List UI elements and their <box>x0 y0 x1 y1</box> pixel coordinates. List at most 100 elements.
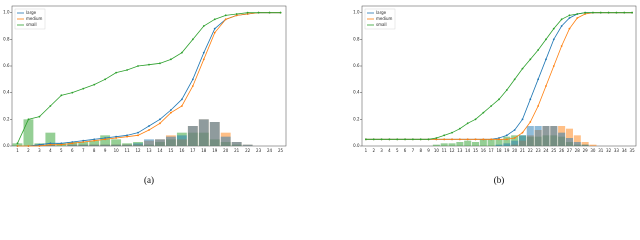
line <box>365 12 633 140</box>
point <box>148 125 150 127</box>
x-tick-label: 7 <box>82 148 85 153</box>
point <box>427 138 430 141</box>
point <box>49 142 52 145</box>
point <box>170 58 172 61</box>
point <box>615 11 618 14</box>
y-tick-label: 0.0 <box>3 143 10 148</box>
bar <box>133 143 143 146</box>
bar <box>111 139 122 146</box>
bar <box>209 122 220 146</box>
x-tick-label: 25 <box>278 148 284 153</box>
legend-label: large <box>376 10 387 15</box>
point <box>137 134 139 137</box>
point <box>104 78 107 81</box>
point <box>27 118 30 121</box>
point <box>104 137 107 139</box>
bar <box>542 126 550 146</box>
point <box>115 71 118 74</box>
point <box>82 141 85 143</box>
point <box>584 13 587 15</box>
point <box>576 17 579 19</box>
point <box>268 11 271 14</box>
point <box>576 13 579 15</box>
bar <box>511 135 519 146</box>
point <box>246 11 249 14</box>
x-tick-label: 13 <box>146 148 152 153</box>
bar <box>100 135 111 146</box>
bar <box>111 144 122 146</box>
point <box>137 65 139 67</box>
x-tick-label: 3 <box>38 148 41 153</box>
x-tick-label: 1 <box>16 148 19 153</box>
point <box>411 138 414 141</box>
legend-label: small <box>376 22 387 27</box>
point <box>584 11 587 14</box>
x-tick-label: 9 <box>427 148 430 153</box>
bar <box>565 138 573 146</box>
bar <box>432 144 440 146</box>
x-tick-label: 24 <box>543 148 549 153</box>
bar <box>144 139 154 146</box>
point <box>568 17 571 19</box>
caption: (b) <box>494 175 505 185</box>
point <box>552 38 555 41</box>
point <box>213 18 216 21</box>
point <box>191 85 194 87</box>
x-tick-label: 17 <box>489 148 495 153</box>
point <box>505 89 508 91</box>
plot-frame <box>361 5 637 147</box>
point <box>404 138 406 141</box>
point <box>529 98 532 101</box>
x-tick-label: 9 <box>104 148 107 153</box>
x-tick-label: 27 <box>567 148 573 153</box>
bar <box>12 143 23 146</box>
line <box>17 12 281 144</box>
y-tick-label: 0.4 <box>3 90 10 95</box>
bar <box>573 142 581 146</box>
point <box>474 138 477 141</box>
point <box>505 134 508 137</box>
point <box>365 138 367 141</box>
x-tick-label: 28 <box>575 148 581 153</box>
point <box>191 78 194 81</box>
point <box>82 87 85 90</box>
bar <box>155 139 165 146</box>
bar <box>122 143 133 146</box>
point <box>170 111 172 114</box>
point <box>235 13 238 15</box>
bar <box>23 119 34 146</box>
point <box>159 62 161 65</box>
bar <box>456 142 464 146</box>
x-tick-label: 7 <box>412 148 415 153</box>
legend-box <box>14 8 46 30</box>
point <box>537 78 540 81</box>
bar <box>487 139 495 146</box>
bar <box>503 136 511 146</box>
x-tick-label: 19 <box>212 148 218 153</box>
point <box>443 134 446 137</box>
x-tick-label: 21 <box>520 148 526 153</box>
bar <box>242 144 253 146</box>
y-tick-label: 0.4 <box>353 90 360 95</box>
y-tick-label: 0.6 <box>353 63 360 68</box>
point <box>246 13 249 15</box>
bar <box>558 132 566 146</box>
point <box>137 131 139 134</box>
bar <box>534 126 542 146</box>
point <box>279 11 282 14</box>
caption: (a) <box>144 175 154 185</box>
plot-frame <box>11 5 287 147</box>
point <box>115 137 118 139</box>
point <box>568 14 571 17</box>
point <box>191 38 194 41</box>
point <box>498 138 500 141</box>
x-tick-label: 6 <box>404 148 407 153</box>
point <box>202 51 205 54</box>
point <box>38 143 41 146</box>
point <box>71 142 74 145</box>
point <box>552 27 555 30</box>
x-tick-label: 5 <box>396 148 399 153</box>
point <box>458 138 461 141</box>
x-tick-label: 21 <box>234 148 240 153</box>
bar <box>550 126 558 146</box>
